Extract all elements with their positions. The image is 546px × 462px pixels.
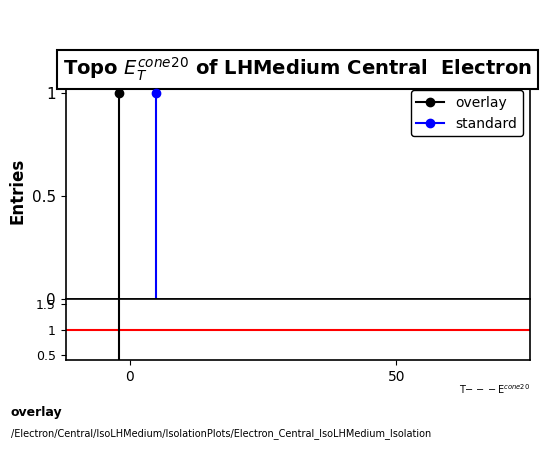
- Text: T$---$E$^{cone20}$: T$---$E$^{cone20}$: [459, 383, 530, 396]
- Text: /Electron/Central/IsoLHMedium/IsolationPlots/Electron_Central_IsoLHMedium_Isolat: /Electron/Central/IsoLHMedium/IsolationP…: [11, 429, 431, 439]
- Legend: overlay, standard: overlay, standard: [411, 90, 523, 136]
- Title: Topo $E_T^{cone20}$ of LHMedium Central  Electron: Topo $E_T^{cone20}$ of LHMedium Central …: [63, 56, 532, 83]
- Text: overlay: overlay: [11, 406, 63, 419]
- Y-axis label: Entries: Entries: [8, 158, 26, 224]
